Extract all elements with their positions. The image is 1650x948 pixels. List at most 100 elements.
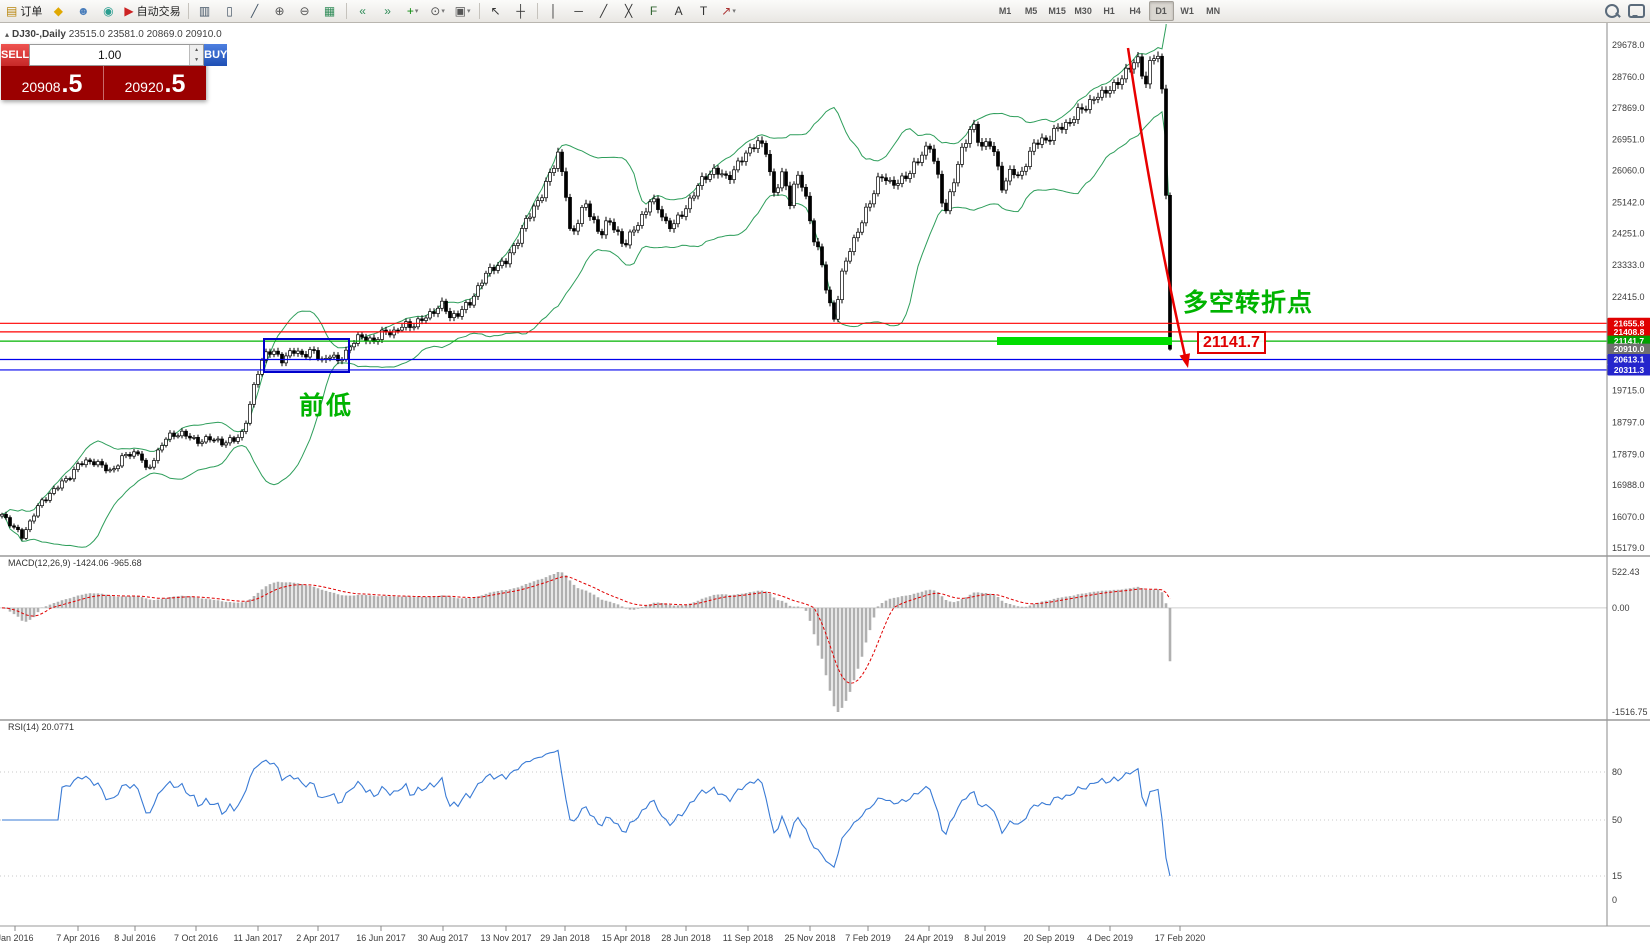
volume-decrease-button[interactable]: ▼	[190, 55, 204, 65]
date-axis-label: 30 Aug 2017	[418, 933, 469, 943]
crosshair-button[interactable]: ┼	[509, 1, 533, 21]
turning-point-annotation: 多空转折点	[1183, 289, 1314, 317]
search-icon[interactable]	[1605, 4, 1619, 18]
rsi-axis-label: 15	[1612, 871, 1622, 881]
sell-price-display[interactable]: 20908.5	[1, 66, 104, 100]
timeframe-m30[interactable]: M30	[1074, 6, 1092, 16]
text-label-button[interactable]: T	[692, 1, 716, 21]
horizontal-line-objects[interactable]	[0, 322, 1607, 371]
timeframe-mn[interactable]: MN	[1206, 6, 1221, 16]
auto-scroll-button[interactable]: «	[351, 1, 375, 21]
templates-button[interactable]: ▣ ▾	[451, 1, 475, 21]
zoom-in-button[interactable]: ⊕	[268, 1, 292, 21]
price-axis-label: 25142.0	[1612, 197, 1645, 207]
cursor-icon: ↖	[490, 4, 501, 18]
sell-button[interactable]: SELL	[1, 44, 30, 66]
new-order-button[interactable]: ▤ 订单	[3, 1, 45, 21]
timeframe-d1[interactable]: D1	[1148, 1, 1174, 21]
date-axis-label: 7 Apr 2016	[56, 933, 100, 943]
price-axis[interactable]: 29678.0 28760.0 27869.0 26951.0 26060.0 25142…	[0, 23, 1650, 927]
timeframe-w1[interactable]: W1	[1180, 6, 1194, 16]
price-axis-label: 16988.0	[1612, 480, 1645, 490]
tile-windows-button[interactable]: ▦	[318, 1, 342, 21]
rsi-axis-label: 80	[1612, 767, 1622, 777]
price-tag: 20910.0	[1614, 344, 1645, 354]
bar-chart-icon: ▥	[198, 4, 211, 18]
toolbar-right-group	[1605, 0, 1645, 22]
date-axis: Jan 2016 7 Apr 2016 8 Jul 2016 7 Oct 2016 11…	[0, 926, 1205, 943]
volume-increase-button[interactable]: ▲	[190, 45, 204, 55]
consolidation-box[interactable]	[263, 338, 350, 373]
line-chart-button[interactable]: ╱	[243, 1, 267, 21]
timeframe-h1[interactable]: H1	[1103, 6, 1115, 16]
date-axis-label: 4 Dec 2019	[1087, 933, 1133, 943]
indicators-button-dropdown[interactable]: ▾	[414, 8, 419, 15]
date-axis-label: 8 Jul 2016	[114, 933, 156, 943]
periods-button[interactable]: ⊙ ▾	[426, 1, 450, 21]
timeframe-h4[interactable]: H4	[1129, 6, 1141, 16]
periods-button-dropdown[interactable]: ▾	[441, 8, 445, 15]
drawing-objects[interactable]	[263, 47, 1190, 373]
profile-icon: ☻	[77, 4, 90, 18]
chart-symbol: DJ30-,Daily	[12, 29, 66, 40]
chart-shift-button[interactable]: »	[376, 1, 400, 21]
chart-title: ▴ DJ30-,Daily 23515.0 23581.0 20869.0 209…	[5, 29, 222, 40]
price-axis-label: 26060.0	[1612, 166, 1645, 176]
metaeditor-icon: ◆	[53, 4, 63, 18]
support-zone-bar[interactable]	[997, 337, 1172, 345]
previous-low-annotation: 前低	[299, 392, 354, 420]
text-label-icon: T	[699, 4, 708, 18]
timeframe-m1[interactable]: M1	[998, 6, 1012, 16]
indicators-button[interactable]: + ▾	[401, 1, 425, 21]
chat-icon[interactable]	[1628, 4, 1645, 18]
volume-input[interactable]	[30, 45, 190, 65]
crash-arrow[interactable]	[1126, 47, 1187, 357]
vertical-line-button[interactable]: │	[542, 1, 566, 21]
channel-button[interactable]: ╳	[617, 1, 641, 21]
arrows-button[interactable]: ↗ ▾	[717, 1, 741, 21]
fibonacci-icon: F	[649, 4, 658, 18]
tile-windows-icon: ▦	[323, 4, 336, 18]
community-button[interactable]: ◉	[96, 1, 120, 21]
toolbar-separator	[345, 3, 347, 19]
timeframe-m5[interactable]: M5	[1024, 6, 1038, 16]
buy-button[interactable]: BUY	[204, 44, 228, 66]
rsi-indicator-label: RSI(14) 20.0771	[8, 722, 75, 732]
bar-chart-button[interactable]: ▥	[193, 1, 217, 21]
metaeditor-button[interactable]: ◆	[46, 1, 70, 21]
price-axis-label: 24251.0	[1612, 228, 1645, 238]
date-axis-label: 8 Jul 2019	[964, 933, 1006, 943]
horizontal-line-button[interactable]: ─	[567, 1, 591, 21]
price-axis-label: 22415.0	[1612, 292, 1645, 302]
trendline-button[interactable]: ╱	[592, 1, 616, 21]
fibonacci-button[interactable]: F	[642, 1, 666, 21]
new-order-icon: ▤	[6, 4, 18, 18]
sell-price-frac: .5	[61, 70, 83, 98]
candlestick-button[interactable]: ▯	[218, 1, 242, 21]
price-axis-label: 26951.0	[1612, 135, 1645, 145]
arrows-button-dropdown[interactable]: ▾	[732, 8, 736, 15]
price-axis-label: 29678.0	[1612, 40, 1645, 50]
price-axis-label: 18797.0	[1612, 417, 1645, 427]
date-axis-label: 29 Jan 2018	[540, 933, 590, 943]
templates-button-dropdown[interactable]: ▾	[466, 8, 471, 15]
date-axis-label: 2 Apr 2017	[296, 933, 340, 943]
rsi-axis-label: 0	[1612, 895, 1617, 905]
text-button[interactable]: A	[667, 1, 691, 21]
date-axis-label: 13 Nov 2017	[480, 933, 531, 943]
chart-title-marker-icon: ▴	[5, 30, 10, 39]
autotrading-button[interactable]: ▶ 自动交易	[121, 1, 183, 21]
buy-price-display[interactable]: 20920.5	[104, 66, 206, 100]
price-tag: 21408.8	[1614, 327, 1645, 337]
date-axis-label: 15 Apr 2018	[602, 933, 651, 943]
profile-button[interactable]: ☻	[71, 1, 95, 21]
horizontal-line-icon: ─	[574, 4, 583, 18]
timeframe-m15[interactable]: M15	[1048, 6, 1066, 16]
zoom-out-button[interactable]: ⊖	[293, 1, 317, 21]
arrows-icon: ↗	[721, 4, 732, 18]
chart-shift-icon: »	[384, 4, 391, 18]
cursor-button[interactable]: ↖	[484, 1, 508, 21]
toolbar-separator	[536, 3, 538, 19]
toolbar-separator	[187, 3, 189, 19]
